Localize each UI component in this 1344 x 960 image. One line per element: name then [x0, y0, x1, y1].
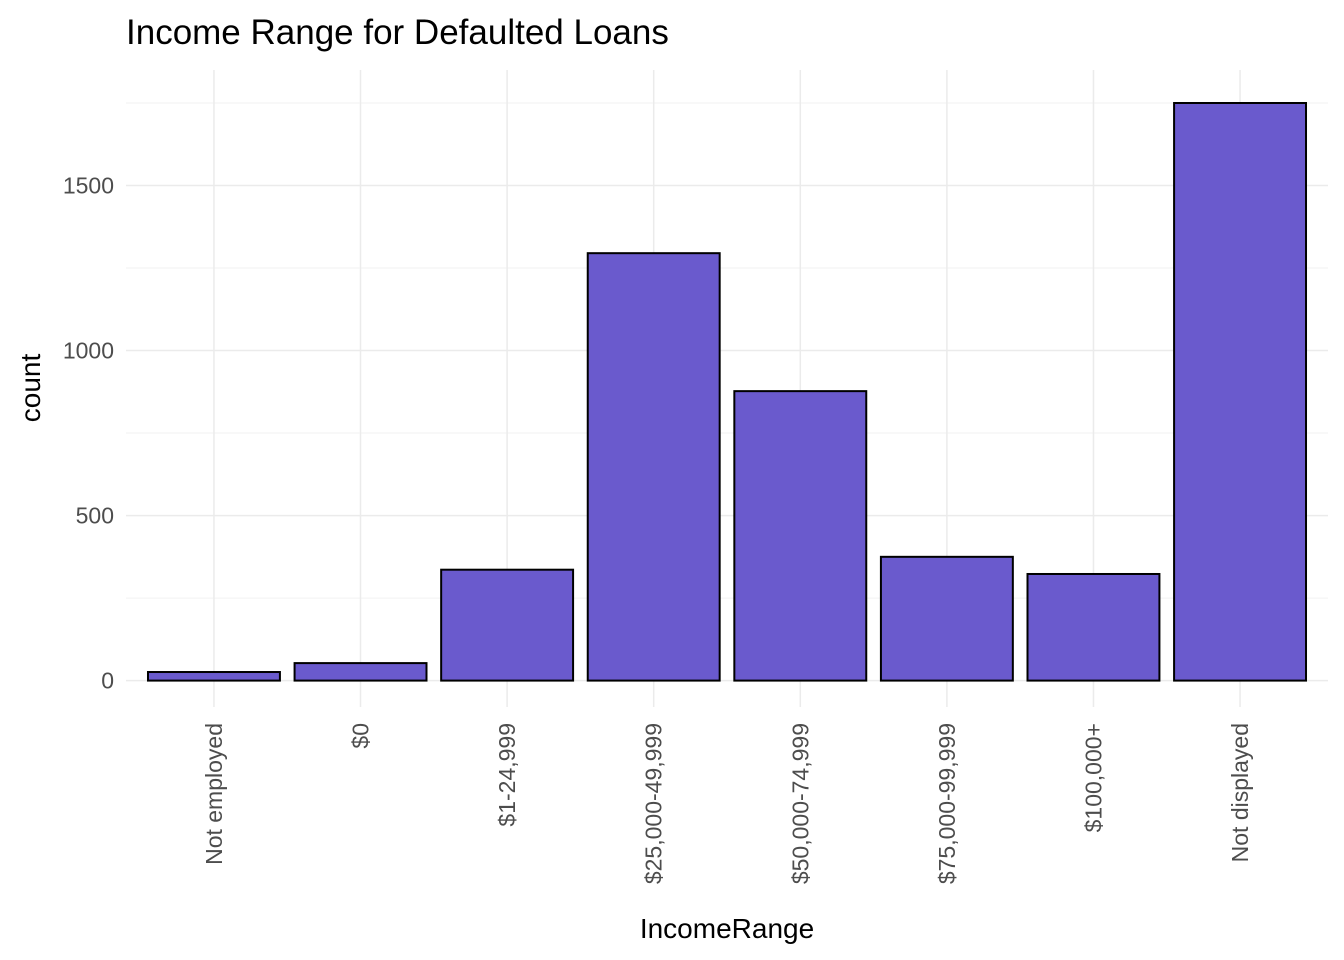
y-axis-title: count: [15, 354, 46, 423]
bars: [146, 102, 1308, 682]
x-tick-label: $100,000+: [1080, 723, 1106, 832]
bar: [879, 555, 1014, 682]
bar: [146, 671, 281, 682]
x-tick-label: $1-24,999: [494, 723, 520, 827]
y-axis-ticks: 0 500 1000 1500: [63, 173, 114, 694]
x-axis-title: IncomeRange: [640, 913, 814, 944]
bar: [586, 252, 721, 682]
bar: [293, 662, 428, 682]
y-tick-label: 1000: [63, 338, 114, 364]
y-tick-label: 0: [101, 668, 114, 694]
y-tick-label: 500: [76, 503, 114, 529]
bar: [440, 568, 575, 682]
x-tick-label: $25,000-49,999: [641, 723, 667, 884]
bar: [733, 390, 868, 682]
bar: [1026, 572, 1161, 682]
x-tick-label: $50,000-74,999: [787, 723, 813, 884]
x-tick-label: Not displayed: [1227, 723, 1253, 862]
x-axis-ticks: Not employed $0 $1-24,999 $25,000-49,999 $50…: [201, 723, 1253, 884]
x-tick-label: $0: [348, 723, 374, 749]
bar: [1173, 102, 1308, 682]
x-tick-label: $75,000-99,999: [934, 723, 960, 884]
chart-title: Income Range for Defaulted Loans: [126, 13, 669, 52]
y-tick-label: 1500: [63, 173, 114, 199]
x-tick-label: Not employed: [201, 723, 227, 865]
